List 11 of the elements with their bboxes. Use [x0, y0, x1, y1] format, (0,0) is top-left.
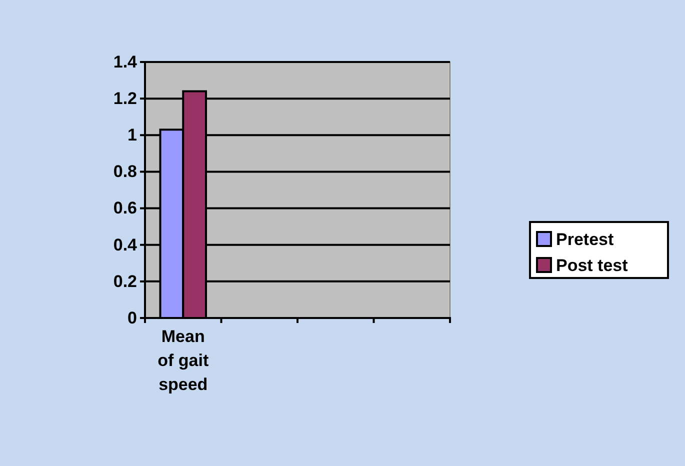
y-tick-label: 0	[128, 308, 137, 328]
y-tick-label: 0.8	[113, 162, 137, 182]
y-tick-label: 1.2	[113, 89, 137, 108]
y-tick-label: 0.2	[113, 272, 137, 291]
x-tick-label: Mean of gait speed	[158, 327, 209, 394]
legend-label: Pretest	[556, 230, 614, 249]
legend-label: Post test	[556, 256, 628, 275]
y-tick-label: 0.6	[113, 198, 137, 218]
y-tick-label: 0.4	[113, 235, 138, 254]
y-tick-label: 1	[128, 126, 137, 145]
y-tick-label: 1.4	[113, 52, 138, 72]
